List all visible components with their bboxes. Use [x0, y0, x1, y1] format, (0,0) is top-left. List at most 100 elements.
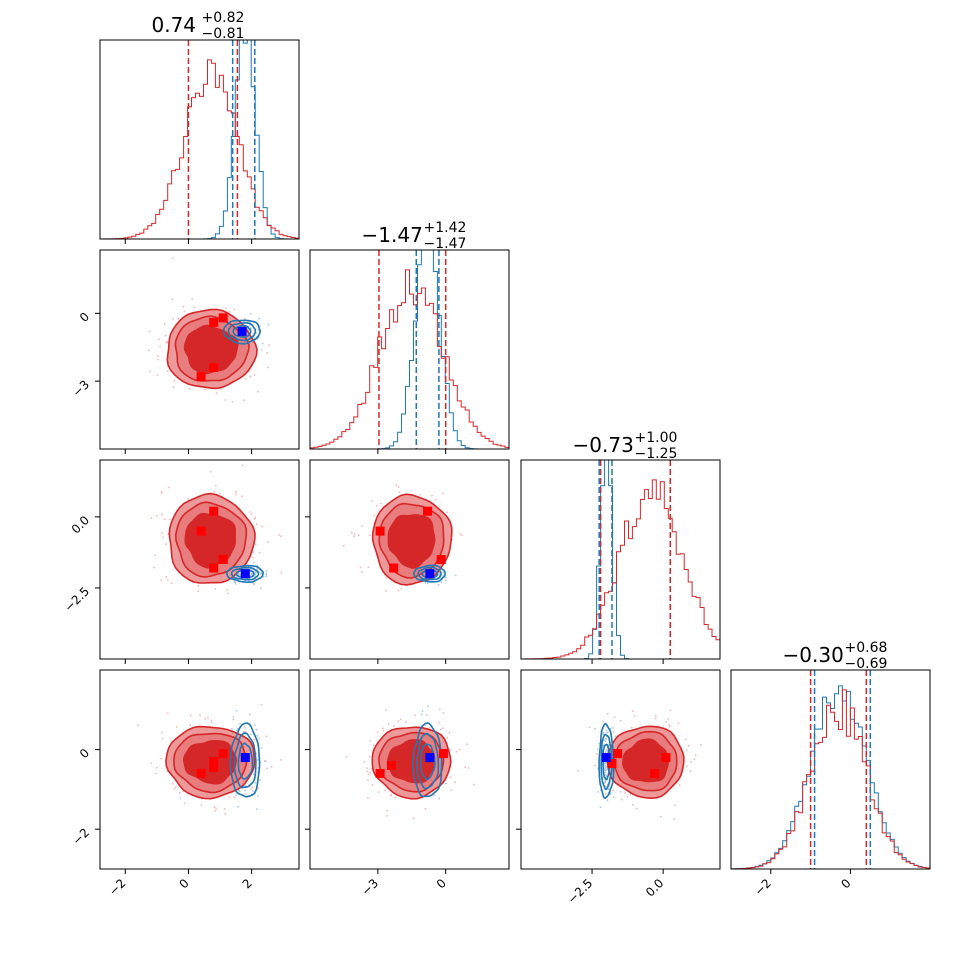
scatter-point-red [165, 543, 168, 545]
scatter-point-blue [263, 760, 266, 763]
scatter-point-red [207, 717, 209, 719]
scatter-point-blue [605, 738, 607, 741]
histogram-red-3 [731, 689, 930, 869]
scatter-point-red [241, 464, 244, 467]
scatter-point-blue [259, 779, 261, 781]
scatter-point-red [398, 491, 401, 494]
marker-blue-0 [237, 326, 247, 336]
scatter-point-red [252, 556, 255, 559]
pair-panel-3-1 [309, 669, 510, 870]
marker-red-1-0 [196, 526, 206, 536]
scatter-point-red [154, 554, 156, 556]
panel-title-2: −0.73 [573, 433, 634, 457]
scatter-point-red [249, 375, 252, 378]
scatter-point-red [631, 710, 634, 713]
scatter-point-red [182, 305, 185, 308]
scatter-point-red [260, 703, 263, 706]
scatter-point-red [200, 804, 203, 806]
scatter-point-blue [438, 797, 441, 800]
scatter-point-red [214, 810, 217, 812]
scatter-point-red [178, 791, 181, 794]
y-tick-label-1-1: 0 [77, 310, 92, 325]
scatter-point-red [619, 791, 622, 793]
scatter-point-red [162, 536, 164, 539]
scatter-point-red [685, 738, 687, 741]
scatter-point-red [689, 770, 692, 773]
scatter-point-red [253, 374, 256, 376]
scatter-point-red [225, 307, 228, 310]
panel-title-minus-2: −1.25 [635, 446, 678, 462]
scatter-point-red [397, 720, 400, 723]
scatter-point-blue [254, 573, 257, 576]
scatter-point-blue [249, 313, 252, 315]
scatter-point-red [431, 494, 433, 497]
pair-panel-3-0 [99, 669, 300, 870]
scatter-point-red [455, 750, 458, 753]
scatter-point-red [424, 807, 427, 810]
scatter-point-red [665, 721, 668, 723]
scatter-point-red [280, 535, 282, 537]
scatter-point-red [160, 579, 163, 582]
scatter-point-blue [433, 794, 436, 796]
scatter-point-red [448, 731, 451, 734]
histogram-blue-1 [310, 250, 509, 449]
scatter-point-red [172, 386, 175, 389]
scatter-point-blue [236, 727, 239, 730]
histogram-blue-3 [731, 685, 930, 869]
scatter-point-red [204, 718, 207, 720]
scatter-point-red [183, 310, 186, 313]
x-tick-label-2-1: 0.0 [643, 876, 666, 899]
scatter-point-red [359, 566, 362, 569]
scatter-point-red [159, 345, 162, 348]
y-tick-label-2-0: −2.5 [62, 584, 93, 615]
x-tick-label-3-1: 0 [838, 876, 853, 891]
scatter-point-red [442, 712, 445, 714]
panel-frame-2-2 [520, 459, 721, 660]
scatter-point-red [467, 767, 470, 769]
scatter-point-blue [262, 575, 265, 578]
contour-blue-4-2 [420, 743, 436, 781]
scatter-point-red [231, 401, 234, 403]
scatter-point-blue [606, 749, 608, 752]
scatter-point-blue [602, 731, 605, 734]
scatter-point-red [249, 511, 252, 513]
scatter-point-red [244, 318, 246, 320]
scatter-point-red [149, 370, 152, 373]
scatter-point-red [464, 766, 467, 769]
scatter-point-blue [440, 581, 443, 584]
panel-frame-1-0 [99, 249, 300, 450]
scatter-point-red [160, 491, 163, 493]
scatter-point-red [595, 752, 598, 755]
scatter-point-red [150, 762, 153, 765]
scatter-point-blue [593, 764, 596, 767]
scatter-point-red [224, 812, 227, 815]
scatter-point-blue [265, 572, 268, 575]
scatter-point-red [466, 743, 468, 746]
scatter-point-red [677, 722, 680, 724]
scatter-point-blue [267, 323, 270, 326]
scatter-point-red [267, 541, 270, 543]
panel-frame-3-0 [99, 669, 300, 870]
scatter-point-red [148, 330, 151, 333]
scatter-point-blue [442, 571, 445, 574]
scatter-point-blue [253, 583, 256, 586]
scatter-point-blue [265, 575, 268, 578]
scatter-point-red [266, 352, 269, 354]
scatter-point-red [252, 551, 255, 554]
scatter-point-red [165, 341, 168, 344]
scatter-point-red [722, 804, 724, 806]
scatter-point-blue [254, 781, 257, 784]
panel-title-0: 0.74 [152, 13, 197, 37]
scatter-point-red [454, 781, 456, 783]
scatter-point-red [156, 766, 158, 769]
scatter-point-red [155, 772, 157, 775]
scatter-point-red [267, 366, 269, 369]
marker-blue-4 [425, 753, 435, 763]
scatter-point-blue [421, 710, 424, 712]
scatter-point-red [157, 358, 160, 361]
y-tick-label-1-0: −3 [70, 377, 92, 399]
scatter-point-red [168, 486, 171, 489]
scatter-point-red [166, 370, 169, 372]
x-tick-label-2-0: −2.5 [565, 876, 596, 907]
scatter-point-blue [265, 574, 268, 576]
